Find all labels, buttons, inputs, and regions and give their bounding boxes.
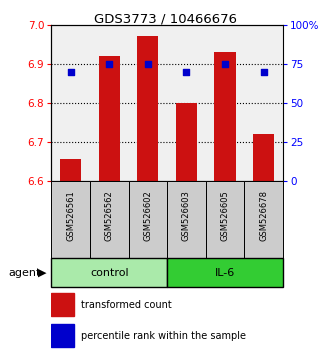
Bar <box>99 56 120 181</box>
Point <box>261 69 266 74</box>
Bar <box>206 181 244 258</box>
Point <box>107 61 112 67</box>
Text: GSM526561: GSM526561 <box>66 190 75 241</box>
Bar <box>167 181 206 258</box>
Text: ▶: ▶ <box>38 268 47 278</box>
Text: GSM526602: GSM526602 <box>143 190 152 241</box>
Bar <box>253 134 274 181</box>
Text: GSM526603: GSM526603 <box>182 190 191 241</box>
Text: IL-6: IL-6 <box>215 268 235 278</box>
Point <box>222 61 228 67</box>
Bar <box>244 181 283 258</box>
Text: GDS3773 / 10466676: GDS3773 / 10466676 <box>94 12 237 25</box>
Bar <box>51 181 90 258</box>
Point <box>68 69 73 74</box>
Bar <box>51 324 74 347</box>
Bar <box>128 181 167 258</box>
Text: GSM526678: GSM526678 <box>259 190 268 241</box>
Text: transformed count: transformed count <box>81 299 172 310</box>
Bar <box>214 52 236 181</box>
Text: GSM526605: GSM526605 <box>220 190 230 241</box>
Bar <box>51 293 74 316</box>
Text: agent: agent <box>8 268 41 278</box>
Point <box>145 61 151 67</box>
Bar <box>137 36 159 181</box>
Text: GSM526562: GSM526562 <box>105 190 114 241</box>
Text: control: control <box>90 268 128 278</box>
Text: percentile rank within the sample: percentile rank within the sample <box>81 331 246 341</box>
Bar <box>90 181 128 258</box>
Point <box>184 69 189 74</box>
Bar <box>176 103 197 181</box>
Bar <box>167 258 283 287</box>
Bar <box>60 159 81 181</box>
Bar <box>51 258 167 287</box>
